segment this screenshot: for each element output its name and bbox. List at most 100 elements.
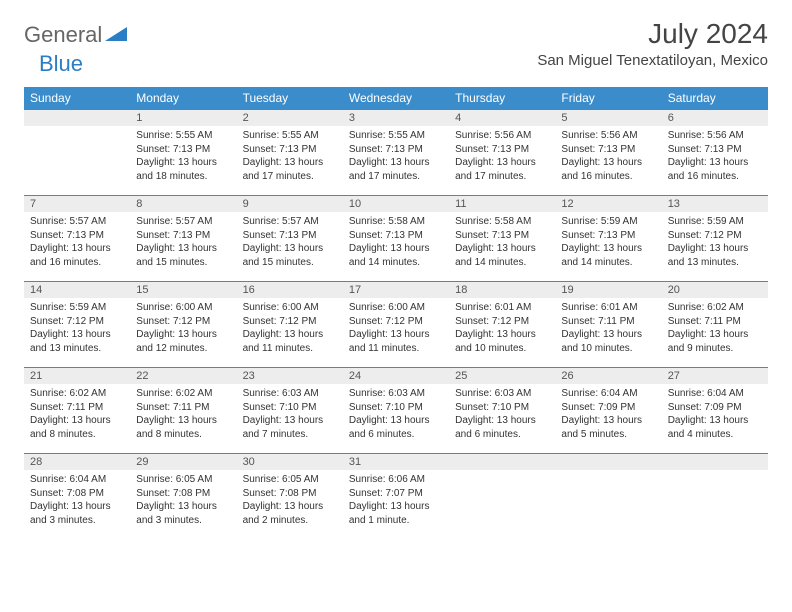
sunset-line: Sunset: 7:10 PM [349,401,443,415]
day-details: Sunrise: 5:57 AMSunset: 7:13 PMDaylight:… [24,212,130,271]
sunset-line: Sunset: 7:13 PM [243,143,337,157]
daylight-line: Daylight: 13 hours and 7 minutes. [243,414,337,441]
day-number: 9 [237,195,343,212]
daylight-line: Daylight: 13 hours and 10 minutes. [561,328,655,355]
calendar-week-row: 28Sunrise: 6:04 AMSunset: 7:08 PMDayligh… [24,453,768,539]
weekday-header: Saturday [662,87,768,109]
day-number: 17 [343,281,449,298]
calendar-day-cell: 8Sunrise: 5:57 AMSunset: 7:13 PMDaylight… [130,195,236,281]
day-details: Sunrise: 5:59 AMSunset: 7:12 PMDaylight:… [24,298,130,357]
sunrise-line: Sunrise: 5:56 AM [668,129,762,143]
calendar-day-cell: 20Sunrise: 6:02 AMSunset: 7:11 PMDayligh… [662,281,768,367]
sunrise-line: Sunrise: 5:59 AM [561,215,655,229]
calendar-day-cell: 28Sunrise: 6:04 AMSunset: 7:08 PMDayligh… [24,453,130,539]
sunset-line: Sunset: 7:13 PM [30,229,124,243]
calendar-day-cell: 16Sunrise: 6:00 AMSunset: 7:12 PMDayligh… [237,281,343,367]
location-text: San Miguel Tenextatiloyan, Mexico [537,52,768,69]
day-details: Sunrise: 6:05 AMSunset: 7:08 PMDaylight:… [237,470,343,529]
calendar-day-cell: 19Sunrise: 6:01 AMSunset: 7:11 PMDayligh… [555,281,661,367]
weekday-header: Thursday [449,87,555,109]
day-number: 13 [662,195,768,212]
day-details: Sunrise: 5:57 AMSunset: 7:13 PMDaylight:… [237,212,343,271]
sunset-line: Sunset: 7:08 PM [30,487,124,501]
sunset-line: Sunset: 7:11 PM [30,401,124,415]
day-number: 26 [555,367,661,384]
sunset-line: Sunset: 7:12 PM [455,315,549,329]
daylight-line: Daylight: 13 hours and 15 minutes. [136,242,230,269]
sunrise-line: Sunrise: 5:59 AM [668,215,762,229]
daylight-line: Daylight: 13 hours and 8 minutes. [30,414,124,441]
day-details: Sunrise: 6:00 AMSunset: 7:12 PMDaylight:… [343,298,449,357]
calendar-day-cell: 29Sunrise: 6:05 AMSunset: 7:08 PMDayligh… [130,453,236,539]
calendar-day-cell: 22Sunrise: 6:02 AMSunset: 7:11 PMDayligh… [130,367,236,453]
sunrise-line: Sunrise: 5:55 AM [136,129,230,143]
daylight-line: Daylight: 13 hours and 3 minutes. [136,500,230,527]
day-details: Sunrise: 5:56 AMSunset: 7:13 PMDaylight:… [662,126,768,185]
brand-part2: Blue [39,51,83,76]
daylight-line: Daylight: 13 hours and 12 minutes. [136,328,230,355]
day-details: Sunrise: 5:55 AMSunset: 7:13 PMDaylight:… [130,126,236,185]
sunset-line: Sunset: 7:08 PM [136,487,230,501]
day-number: 31 [343,453,449,470]
day-number: 21 [24,367,130,384]
sunrise-line: Sunrise: 5:58 AM [349,215,443,229]
sunset-line: Sunset: 7:13 PM [561,229,655,243]
day-details: Sunrise: 6:02 AMSunset: 7:11 PMDaylight:… [662,298,768,357]
sunrise-line: Sunrise: 5:59 AM [30,301,124,315]
day-number: 4 [449,109,555,126]
sunset-line: Sunset: 7:13 PM [136,229,230,243]
calendar-day-cell: 24Sunrise: 6:03 AMSunset: 7:10 PMDayligh… [343,367,449,453]
calendar-day-cell: 2Sunrise: 5:55 AMSunset: 7:13 PMDaylight… [237,109,343,195]
daylight-line: Daylight: 13 hours and 13 minutes. [668,242,762,269]
daylight-line: Daylight: 13 hours and 17 minutes. [349,156,443,183]
day-details: Sunrise: 5:57 AMSunset: 7:13 PMDaylight:… [130,212,236,271]
day-details: Sunrise: 6:06 AMSunset: 7:07 PMDaylight:… [343,470,449,529]
sunrise-line: Sunrise: 6:04 AM [30,473,124,487]
sunrise-line: Sunrise: 6:02 AM [30,387,124,401]
daylight-line: Daylight: 13 hours and 8 minutes. [136,414,230,441]
sunrise-line: Sunrise: 5:56 AM [455,129,549,143]
sunset-line: Sunset: 7:13 PM [668,143,762,157]
day-details: Sunrise: 5:58 AMSunset: 7:13 PMDaylight:… [343,212,449,271]
day-details: Sunrise: 6:05 AMSunset: 7:08 PMDaylight:… [130,470,236,529]
day-number: 3 [343,109,449,126]
calendar-day-cell: 3Sunrise: 5:55 AMSunset: 7:13 PMDaylight… [343,109,449,195]
day-details: Sunrise: 6:04 AMSunset: 7:08 PMDaylight:… [24,470,130,529]
daylight-line: Daylight: 13 hours and 6 minutes. [349,414,443,441]
day-details: Sunrise: 6:03 AMSunset: 7:10 PMDaylight:… [237,384,343,443]
daylight-line: Daylight: 13 hours and 15 minutes. [243,242,337,269]
title-block: July 2024 San Miguel Tenextatiloyan, Mex… [537,18,768,69]
calendar-day-cell: 7Sunrise: 5:57 AMSunset: 7:13 PMDaylight… [24,195,130,281]
sunrise-line: Sunrise: 5:57 AM [30,215,124,229]
calendar-day-cell: 14Sunrise: 5:59 AMSunset: 7:12 PMDayligh… [24,281,130,367]
day-number: 10 [343,195,449,212]
sunset-line: Sunset: 7:09 PM [561,401,655,415]
sunset-line: Sunset: 7:10 PM [455,401,549,415]
weekday-header: Tuesday [237,87,343,109]
day-number: 6 [662,109,768,126]
sunrise-line: Sunrise: 5:57 AM [243,215,337,229]
daylight-line: Daylight: 13 hours and 14 minutes. [349,242,443,269]
day-number: 25 [449,367,555,384]
day-number: 28 [24,453,130,470]
day-details: Sunrise: 5:56 AMSunset: 7:13 PMDaylight:… [555,126,661,185]
sunset-line: Sunset: 7:13 PM [455,143,549,157]
sunrise-line: Sunrise: 6:03 AM [243,387,337,401]
daylight-line: Daylight: 13 hours and 14 minutes. [455,242,549,269]
calendar-table: SundayMondayTuesdayWednesdayThursdayFrid… [24,87,768,539]
sunset-line: Sunset: 7:13 PM [136,143,230,157]
daylight-line: Daylight: 13 hours and 17 minutes. [243,156,337,183]
calendar-day-cell: 27Sunrise: 6:04 AMSunset: 7:09 PMDayligh… [662,367,768,453]
sunset-line: Sunset: 7:12 PM [136,315,230,329]
day-number: 30 [237,453,343,470]
calendar-day-cell: 17Sunrise: 6:00 AMSunset: 7:12 PMDayligh… [343,281,449,367]
brand-part1: General [24,22,102,48]
sunset-line: Sunset: 7:13 PM [243,229,337,243]
day-number: 11 [449,195,555,212]
sunset-line: Sunset: 7:11 PM [668,315,762,329]
day-details: Sunrise: 5:55 AMSunset: 7:13 PMDaylight:… [343,126,449,185]
calendar-day-cell: 6Sunrise: 5:56 AMSunset: 7:13 PMDaylight… [662,109,768,195]
day-number: 8 [130,195,236,212]
calendar-day-cell [662,453,768,539]
sunrise-line: Sunrise: 6:00 AM [136,301,230,315]
